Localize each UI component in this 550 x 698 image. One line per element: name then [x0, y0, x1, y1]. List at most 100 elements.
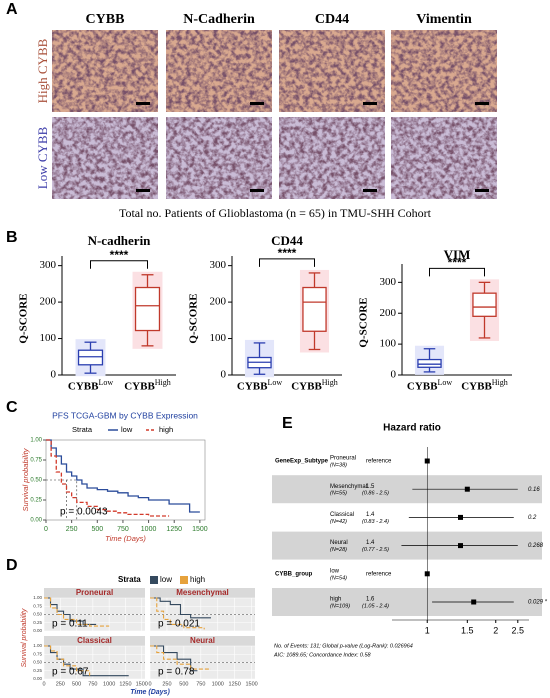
scale-bar	[250, 102, 264, 105]
y-tick-label: 200	[40, 296, 57, 308]
ci-label: (1.05 - 2.4)	[362, 603, 389, 609]
p-label: 0.2	[528, 515, 537, 521]
y-tick-label: 1.00	[33, 643, 42, 648]
survival-curve	[150, 645, 211, 670]
significance-bracket	[90, 260, 148, 269]
box	[417, 358, 442, 368]
y-tick-label: 0	[221, 369, 227, 381]
legend-label: low	[160, 575, 172, 584]
y-axis-label: Survival probability	[21, 447, 30, 511]
scale-bar	[136, 102, 150, 105]
chart-title: N-cadherin	[88, 233, 152, 248]
histology-texture	[166, 30, 272, 112]
hr-label: reference	[366, 571, 392, 577]
x-tick-superscript: Low	[98, 378, 113, 387]
group-label: CYBB_group	[275, 571, 313, 577]
y-tick-label: 1.00	[33, 595, 42, 600]
hr-label: reference	[366, 459, 392, 465]
hr-marker	[471, 599, 477, 605]
x-tick-superscript: High	[155, 378, 171, 387]
y-axis-label: Q-SCORE	[188, 293, 200, 343]
survival-curve	[46, 439, 170, 517]
y-tick-label: 0.25	[30, 498, 42, 504]
n-label: (N=55)	[330, 491, 347, 497]
n-label: (N=54)	[330, 575, 347, 581]
y-tick-label: 0.25	[33, 620, 42, 625]
ci-label: (0.86 - 2.5)	[362, 491, 389, 497]
scale-bar	[363, 102, 377, 105]
p-label: 0.16	[528, 487, 540, 493]
n-label: (N=109)	[330, 603, 350, 609]
p-label: 0.268	[528, 543, 544, 549]
legend-label: high	[159, 425, 173, 434]
level-label: Proneural	[330, 456, 356, 462]
significance-bracket	[259, 258, 315, 267]
box	[302, 286, 327, 332]
level-label: low	[330, 568, 340, 574]
panel-label: C	[6, 399, 18, 416]
panel-label: E	[282, 415, 293, 432]
y-tick-label: 300	[210, 259, 227, 271]
legend-title: Strata	[118, 575, 141, 584]
x-tick-label: 500	[179, 681, 188, 687]
significance-label: ****	[448, 256, 467, 270]
box	[134, 286, 161, 332]
x-tick-label: 1.5	[461, 625, 474, 635]
ci-label: (0.83 - 2.4)	[362, 519, 389, 525]
x-tick-label: 0	[44, 526, 48, 533]
hr-label: 1.4	[366, 540, 375, 546]
survival-curve	[46, 439, 200, 513]
y-tick-label: 0	[51, 369, 57, 381]
p-value: p = 0.0043	[60, 507, 108, 518]
median-guide	[46, 479, 78, 520]
x-tick-label: 750	[196, 681, 205, 687]
n-label: (N=38)	[330, 462, 347, 468]
hr-label: 1.4	[366, 512, 375, 518]
x-tick-label: 1000	[212, 681, 224, 687]
x-tick-label: 2.5	[512, 625, 525, 635]
level-label: Mesenchymal	[330, 484, 367, 490]
legend-label: low	[121, 425, 133, 434]
y-tick-label: 0.75	[33, 603, 42, 608]
histology-texture	[166, 117, 272, 199]
column-header: N-Cadherin	[183, 12, 255, 27]
survival-curve	[44, 645, 91, 676]
x-axis-label: Time (Days)	[130, 689, 170, 696]
x-tick-label: 1250	[229, 681, 241, 687]
hr-marker	[458, 543, 463, 549]
legend-swatch	[150, 576, 158, 584]
y-tick-label: 0.75	[30, 458, 42, 464]
y-axis-label: Survival probability	[21, 608, 28, 667]
x-tick-label: 500	[91, 526, 103, 533]
panel-label: A	[6, 1, 18, 18]
p-value: p = 0.78	[158, 667, 195, 678]
hr-label: 1.5	[366, 484, 375, 490]
chart-title: PFS TCGA-GBM by CYBB Expression	[52, 410, 198, 420]
panel-label: B	[6, 229, 18, 246]
histology-texture	[391, 117, 497, 199]
footer-note: No. of Events: 131; Global p-value (Log-…	[274, 643, 413, 649]
scale-bar	[475, 102, 489, 105]
y-tick-label: 100	[40, 332, 57, 344]
facet-strip	[44, 636, 145, 646]
scale-bar	[363, 189, 377, 192]
significance-label: ****	[278, 246, 297, 260]
x-tick-superscript: Low	[267, 378, 282, 387]
x-tick-label: 1	[425, 625, 430, 635]
legend-label: high	[190, 575, 205, 584]
histology-texture	[52, 117, 158, 199]
y-tick-label: 0.00	[30, 518, 42, 524]
level-label: high	[330, 597, 341, 603]
y-tick-label: 200	[210, 296, 227, 308]
y-tick-label: 0	[391, 369, 397, 381]
y-tick-label: 100	[210, 332, 227, 344]
n-label: (N=42)	[330, 519, 347, 525]
x-tick-label: 2	[493, 625, 498, 635]
caption: Total no. Patients of Glioblastoma (n = …	[119, 206, 432, 220]
level-label: Classical	[330, 512, 354, 518]
y-tick-label: 0.00	[33, 628, 42, 633]
x-tick-label: 750	[117, 526, 129, 533]
x-tick-label: 250	[56, 681, 65, 687]
p-value: p = 0.67	[52, 667, 89, 678]
y-tick-label: 1.00	[30, 438, 42, 444]
